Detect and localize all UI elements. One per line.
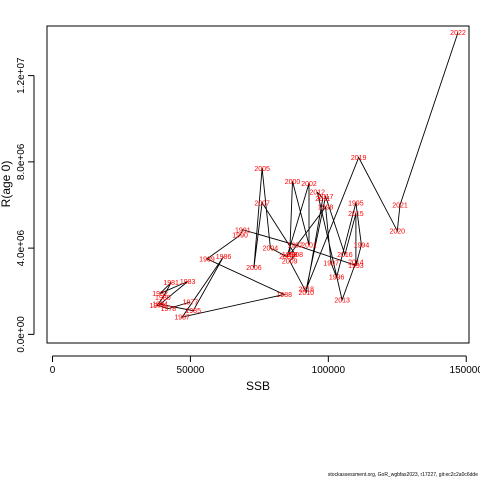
point-year-label: 2007 bbox=[254, 200, 270, 207]
x-axis-label: SSB bbox=[246, 379, 270, 393]
point-year-label: 2021 bbox=[392, 202, 408, 209]
point-year-label: 1986 bbox=[216, 254, 232, 261]
point-year-label: 1999 bbox=[282, 252, 298, 259]
point-year-label: 2004 bbox=[263, 246, 279, 253]
point-year-label: 2013 bbox=[334, 297, 350, 304]
point-year-label: 2006 bbox=[246, 265, 262, 272]
point-year-label: 2011 bbox=[315, 196, 330, 203]
point-year-label: 2000 bbox=[285, 179, 301, 186]
point-year-label: 2015 bbox=[348, 211, 364, 218]
point-year-label: 1982 bbox=[152, 291, 168, 298]
point-year-label: 1994 bbox=[354, 242, 370, 249]
point-year-label: 2019 bbox=[351, 155, 367, 162]
y-tick-label: 1.2e+07 bbox=[16, 57, 27, 94]
point-year-label: 2001 bbox=[301, 242, 317, 249]
point-year-label: 1983 bbox=[180, 279, 196, 286]
point-year-label: 2012 bbox=[310, 190, 326, 197]
y-axis-label: R(age 0) bbox=[0, 161, 13, 208]
y-tick-label: 4.0e+06 bbox=[16, 229, 27, 266]
x-tick-label: 50000 bbox=[177, 365, 205, 376]
point-year-label: 1980 bbox=[155, 295, 171, 302]
plot-frame bbox=[46, 25, 470, 344]
point-year-label: 2003 bbox=[279, 254, 295, 261]
point-year-label: 1992 bbox=[287, 242, 303, 249]
point-year-label: 2017 bbox=[318, 194, 334, 201]
point-year-label: 2002 bbox=[301, 181, 317, 188]
point-year-label: 1993 bbox=[348, 263, 364, 270]
series-line bbox=[156, 32, 459, 318]
point-year-label: 2014 bbox=[348, 260, 364, 267]
point-year-label: 1997 bbox=[323, 261, 339, 268]
point-year-label: 1977 bbox=[183, 300, 199, 307]
point-year-label: 2005 bbox=[254, 166, 270, 173]
point-year-label: 1988 bbox=[276, 292, 292, 299]
y-tick-label: 0.0e+00 bbox=[16, 316, 27, 353]
point-year-label: 1991 bbox=[235, 227, 251, 234]
point-year-label: 1990 bbox=[232, 233, 248, 240]
y-tick-label: 8.0e+06 bbox=[16, 143, 27, 180]
point-year-label: 2016 bbox=[337, 252, 353, 259]
x-tick-label: 100000 bbox=[312, 365, 346, 376]
point-year-label: 1987 bbox=[174, 315, 190, 322]
axes: 0 50000 100000 150000 0.0e+00 4.0e+06 8.0e+06 1… bbox=[16, 57, 480, 376]
point-year-label: 2018 bbox=[298, 287, 314, 294]
x-tick-label: 0 bbox=[50, 365, 56, 376]
point-year-label: 2008 bbox=[287, 252, 303, 259]
point-year-label: 1985 bbox=[185, 308, 201, 315]
x-tick-label: 150000 bbox=[450, 365, 480, 376]
point-year-label: 2022 bbox=[450, 30, 466, 37]
point-year-label: 2009 bbox=[282, 259, 298, 266]
point-year-label: 1978 bbox=[161, 306, 177, 313]
point-year-label: 1996 bbox=[329, 275, 345, 282]
point-year-label: 2010 bbox=[298, 290, 314, 297]
point-year-label: 1979 bbox=[150, 303, 166, 310]
point-year-label: 1981 bbox=[163, 280, 179, 287]
point-year-label: 1984 bbox=[152, 302, 168, 309]
point-year-label: 1995 bbox=[348, 200, 364, 207]
point-year-label: 1989 bbox=[199, 256, 215, 263]
point-year-label: 1998 bbox=[318, 205, 334, 212]
point-year-label: 2020 bbox=[389, 228, 405, 235]
footer-credit: stockassessment.org, GoR_wgbfas2023, r17… bbox=[327, 472, 478, 478]
series-polyline bbox=[156, 32, 459, 318]
